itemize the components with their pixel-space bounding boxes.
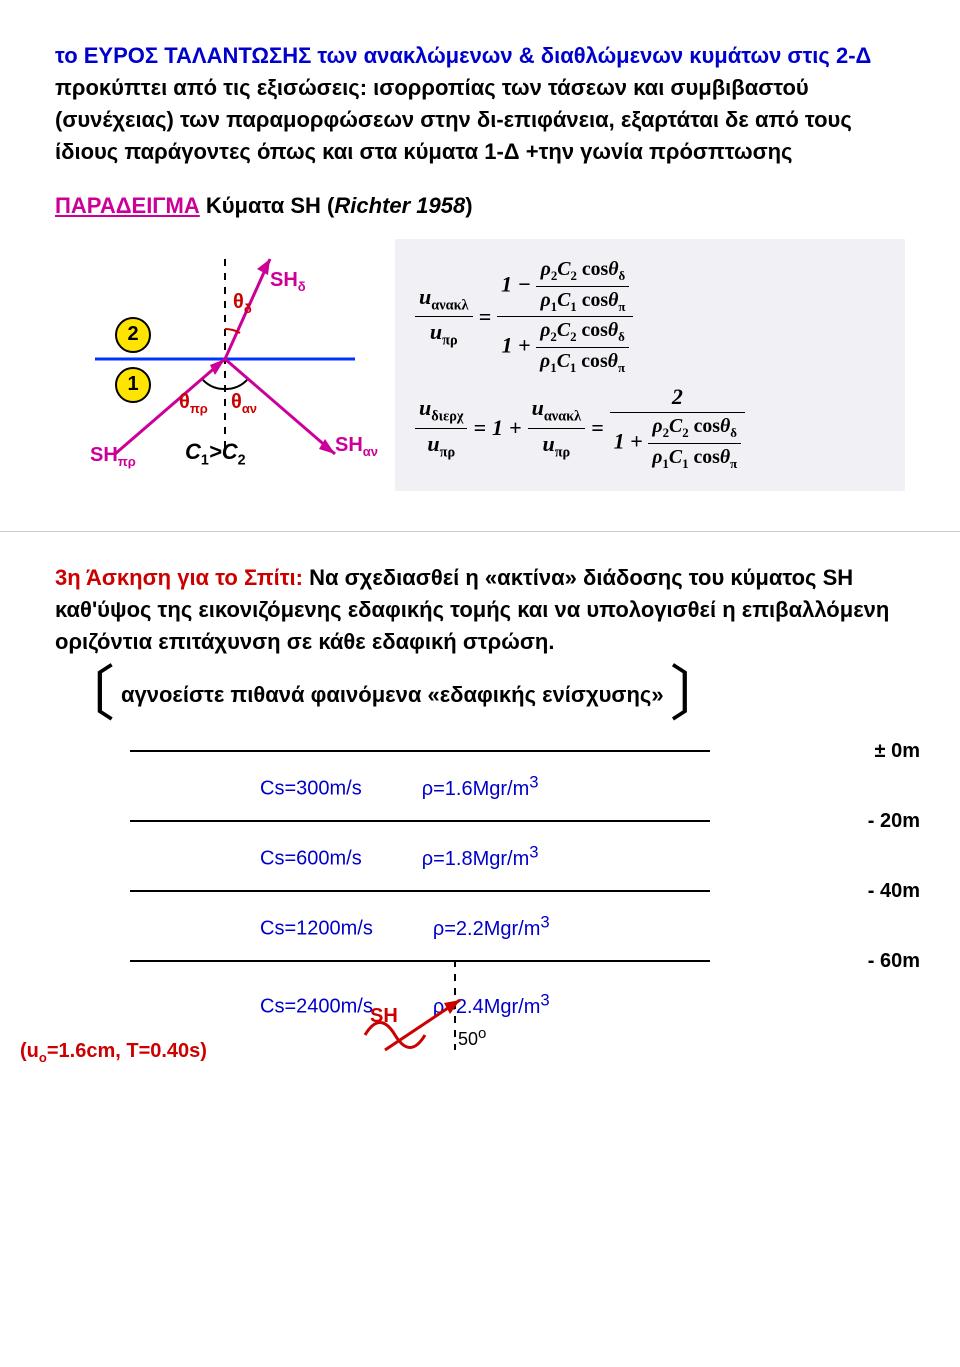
strata-svg (130, 750, 730, 1060)
sh-source-label: SH (370, 1005, 398, 1028)
eq-transmission-ratio: uδιερχ uπρ = 1+ uανακλ uπρ = 2 1 + ρ2C2 … (415, 384, 885, 472)
depth-1: - 20m (868, 810, 920, 833)
equations-box: uανακλ uπρ = 1 − ρ2C2 cosθδ ρ1C1 cosθπ 1… (395, 239, 905, 492)
medium-1-badge: 1 (115, 367, 151, 403)
theta-d-label: θδ (233, 291, 252, 316)
theta-an-label: θαν (231, 391, 257, 416)
sh-an-label: SHαν (335, 434, 378, 459)
eq-reflection-ratio: uανακλ uπρ = 1 − ρ2C2 cosθδ ρ1C1 cosθπ 1… (415, 258, 885, 377)
sh-pr-label: SHπρ (90, 444, 136, 469)
sh-wave-diagram: 2 1 θδ SHδ θπρ θαν SHπρ SHαν C1>C2 (55, 239, 395, 469)
medium-2-badge: 2 (115, 317, 151, 353)
exercise-3-lead: 3η Άσκηση για το Σπίτι: (55, 565, 303, 590)
exercise-3-text: 3η Άσκηση για το Σπίτι: Να σχεδιασθεί η … (55, 562, 905, 658)
soil-profile-diagram: ± 0m - 20m - 40m - 60m Cs=300m/sρ=1.6Mgr… (130, 750, 830, 1050)
theta-pr-label: θπρ (179, 391, 208, 416)
title-rest: προκύπτει από τις εξισώσεις: ισορροπίας … (55, 75, 852, 164)
c1-gt-c2-label: C1>C2 (185, 439, 246, 468)
title-emph: το ΕΥΡΟΣ ΤΑΛΑΝΤΩΣΗΣ των ανακλώμενων & δι… (55, 43, 871, 68)
depth-0: ± 0m (875, 740, 920, 763)
title-block: το ΕΥΡΟΣ ΤΑΛΑΝΤΩΣΗΣ των ανακλώμενων & δι… (55, 40, 905, 168)
sh-d-label: SHδ (270, 269, 306, 294)
incidence-angle: 50o (458, 1025, 486, 1050)
depth-3: - 60m (868, 950, 920, 973)
example-label: ΠΑΡΑΔΕΙΓΜΑ (55, 193, 200, 218)
bracket-close-icon: 〕 (670, 670, 730, 720)
page-divider (0, 531, 960, 532)
bracket-open-icon: 〔 (55, 670, 115, 720)
bracket-text: αγνοείστε πιθανά φαινόμενα «εδαφικής ενί… (115, 682, 670, 708)
example-close: ) (465, 193, 472, 218)
example-rest: Κύματα SH ( (200, 193, 335, 218)
source-params: (uo=1.6cm, T=0.40s) (20, 1040, 207, 1065)
example-heading: ΠΑΡΑΔΕΙΓΜΑ Κύματα SH (Richter 1958) (55, 193, 905, 219)
bracket-note: 〔 αγνοείστε πιθανά φαινόμενα «εδαφικής ε… (55, 670, 905, 720)
depth-2: - 40m (868, 880, 920, 903)
example-cite: Richter 1958 (334, 193, 465, 218)
